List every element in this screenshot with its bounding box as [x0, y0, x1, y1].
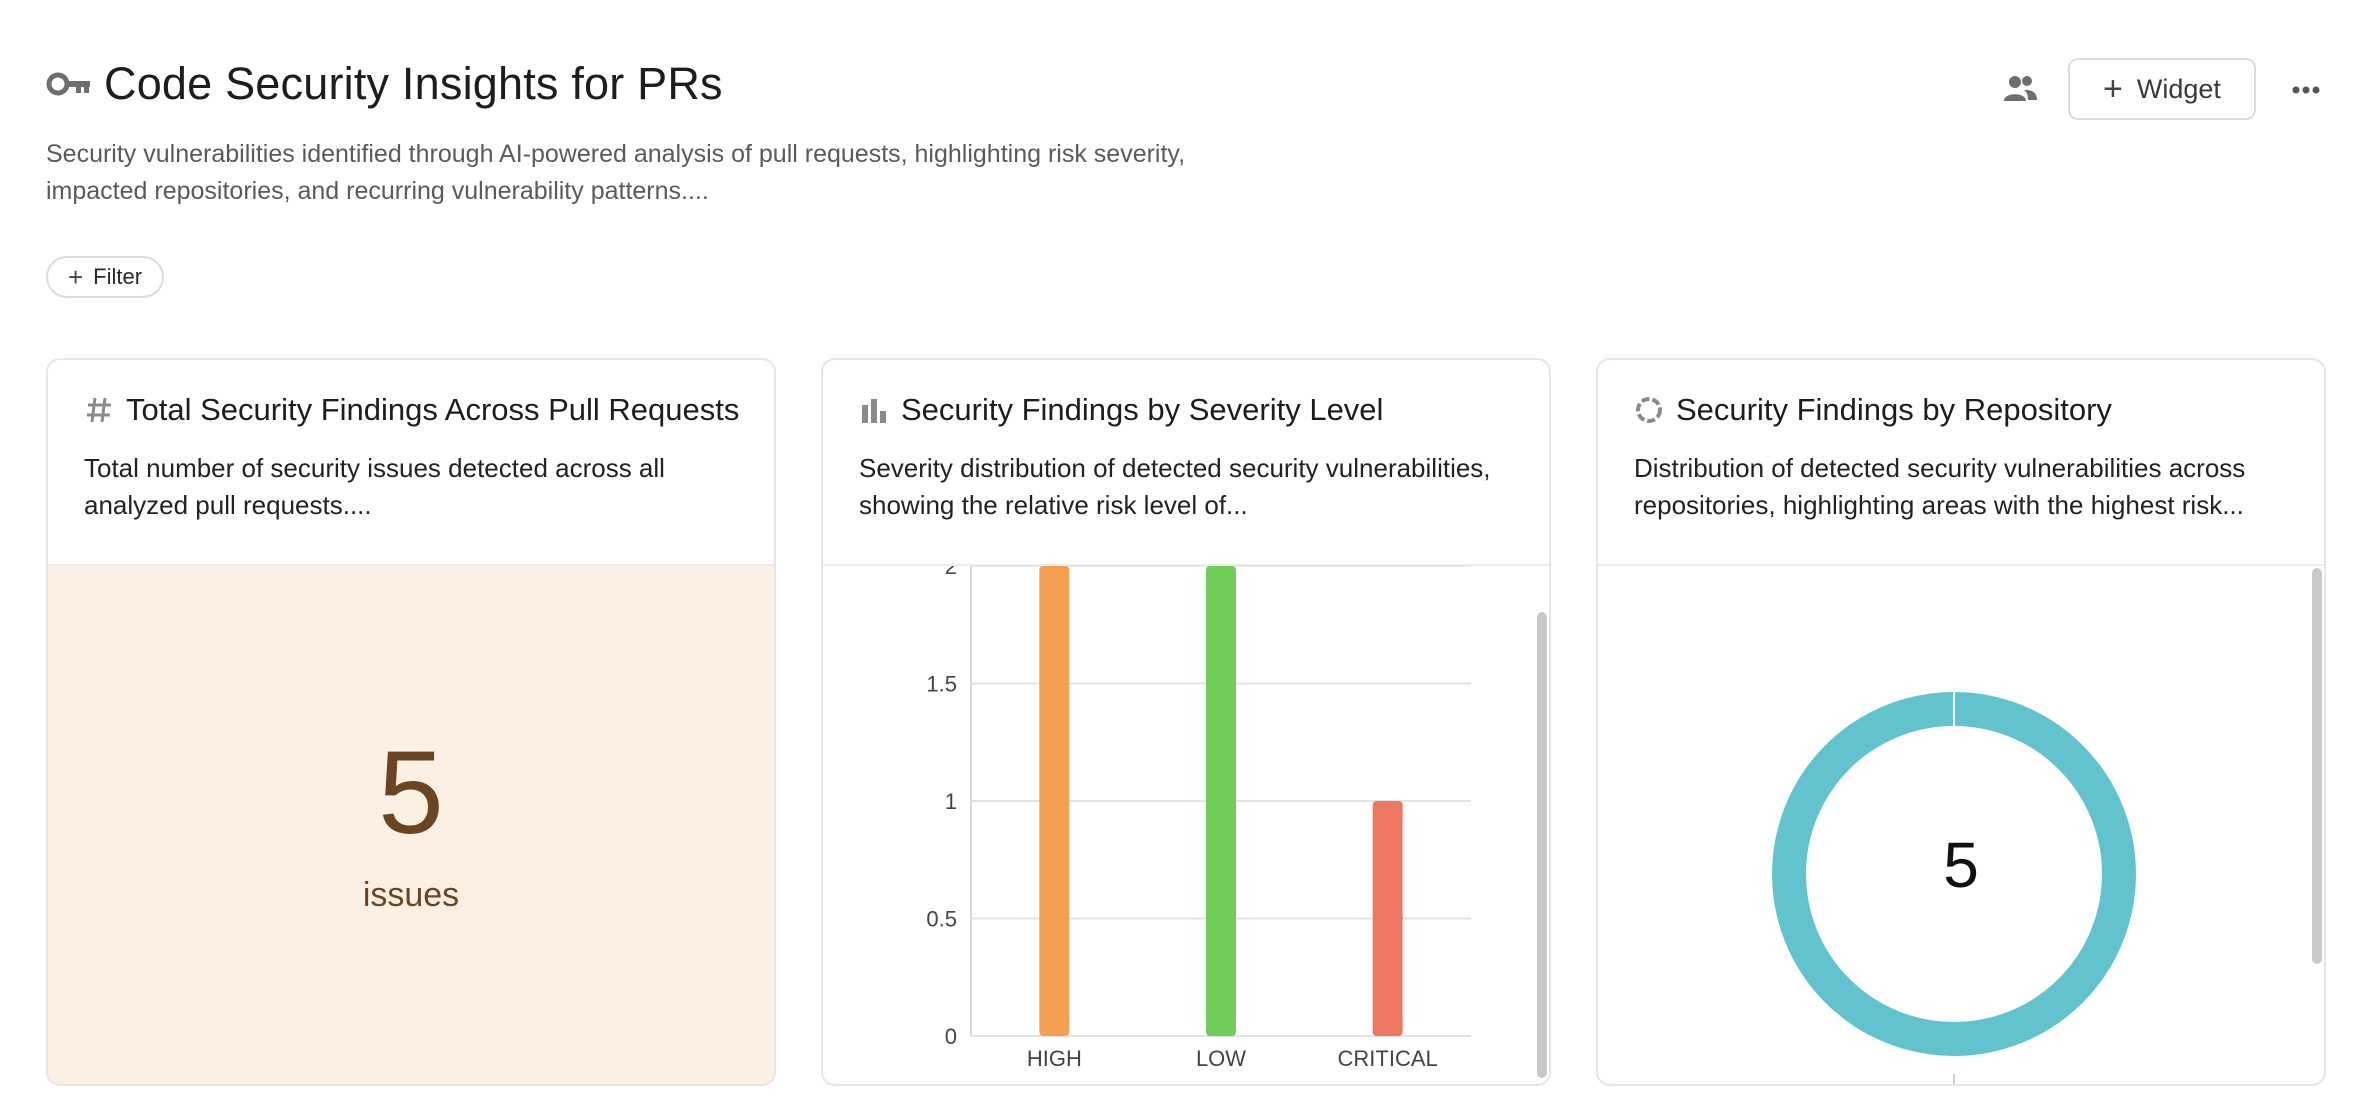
chart-body: 5 — [1598, 566, 2324, 1084]
card-title: Total Security Findings Across Pull Requ… — [126, 392, 740, 427]
y-tick-label: 0.5 — [926, 907, 957, 932]
page-description: Security vulnerabilities identified thro… — [46, 140, 1186, 205]
card-header: Security Findings by Severity Level Seve… — [823, 360, 1549, 566]
card-header: Total Security Findings Across Pull Requ… — [48, 360, 774, 566]
plus-icon: + — [2103, 70, 2123, 108]
card-title-row: Total Security Findings Across Pull Requ… — [84, 392, 740, 428]
page-header: Code Security Insights for PRs + Widget — [46, 58, 2326, 122]
filter-button[interactable]: + Filter — [46, 256, 164, 298]
plus-icon: + — [67, 262, 84, 292]
card-description: Total number of security issues detected… — [84, 453, 665, 520]
card-title: Security Findings by Severity Level — [901, 392, 1384, 427]
hash-icon — [84, 395, 114, 425]
chart-body: 0 0.5 1 1.5 2 HIGH LOW CRITICAL — [823, 566, 1549, 1084]
card-title: Security Findings by Repository — [1676, 392, 2112, 427]
widget-button-label: Widget — [2136, 73, 2221, 104]
title-wrap: Code Security Insights for PRs — [46, 58, 723, 110]
x-tick-label: CRITICAL — [1338, 1046, 1438, 1071]
card-title-row: Security Findings by Severity Level — [859, 392, 1513, 428]
bar-chart-icon — [859, 395, 889, 425]
header-actions: + Widget — [2002, 58, 2326, 120]
key-icon — [46, 69, 92, 99]
users-icon[interactable] — [2002, 71, 2038, 107]
chart-scrollbar[interactable] — [1537, 612, 1547, 1078]
bar — [1039, 566, 1070, 1036]
y-tick-label: 0 — [945, 1024, 957, 1049]
x-tick-label: HIGH — [1027, 1046, 1082, 1071]
widget-card-total-findings[interactable]: Total Security Findings Across Pull Requ… — [46, 358, 776, 1086]
filter-label: Filter — [93, 264, 143, 289]
chart-scrollbar[interactable] — [2312, 568, 2322, 964]
metric-unit: issues — [362, 876, 460, 914]
card-title-row: Security Findings by Repository — [1634, 392, 2288, 428]
y-tick-label: 2 — [945, 566, 957, 579]
widget-card-severity[interactable]: Security Findings by Severity Level Seve… — [821, 358, 1551, 1086]
add-widget-button[interactable]: + Widget — [2068, 58, 2256, 120]
metric-body: 5 issues — [48, 566, 774, 1084]
card-description: Distribution of detected security vulner… — [1634, 453, 2246, 520]
page-title: Code Security Insights for PRs — [104, 58, 723, 109]
donut-center-value: 5 — [1943, 829, 1979, 901]
y-tick-label: 1.5 — [926, 672, 957, 697]
widget-card-repository[interactable]: Security Findings by Repository Distribu… — [1596, 358, 2326, 1086]
bar — [1206, 566, 1236, 1036]
card-header: Security Findings by Repository Distribu… — [1598, 360, 2324, 566]
x-tick-label: LOW — [1196, 1046, 1246, 1071]
y-tick-label: 1 — [945, 789, 957, 814]
donut-chart-icon — [1634, 395, 1664, 425]
severity-bar-chart: 0 0.5 1 1.5 2 HIGH LOW CRITICAL — [926, 566, 1471, 1071]
card-description: Severity distribution of detected securi… — [859, 453, 1491, 520]
bar — [1372, 801, 1403, 1036]
more-horizontal-icon[interactable] — [2286, 83, 2326, 95]
metric-value: 5 — [378, 727, 444, 859]
repository-donut-chart — [1772, 691, 2136, 1084]
